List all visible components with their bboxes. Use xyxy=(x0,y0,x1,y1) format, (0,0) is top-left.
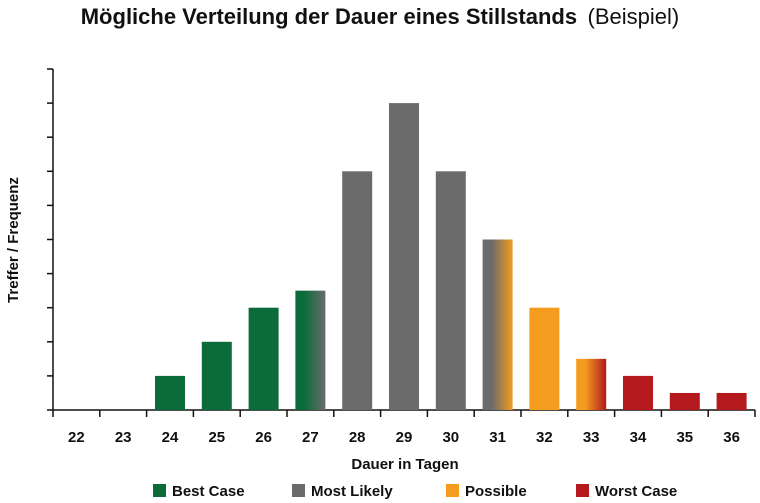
bar-31 xyxy=(482,239,513,410)
x-tick-label: 26 xyxy=(255,429,272,446)
bar-35 xyxy=(669,392,700,410)
bar-29 xyxy=(389,103,419,410)
x-tick-label: 32 xyxy=(536,429,553,446)
legend-label-worst: Worst Case xyxy=(595,483,677,500)
x-tick-label: 30 xyxy=(442,429,459,446)
chart-title-sub: (Beispiel) xyxy=(588,4,680,29)
x-tick-label: 29 xyxy=(396,429,413,446)
bar-26 xyxy=(248,307,279,410)
x-tick-label: 35 xyxy=(676,429,693,446)
x-tick-label: 25 xyxy=(208,429,225,446)
x-axis-label: Dauer in Tagen xyxy=(351,456,458,473)
legend-swatch-possible xyxy=(446,484,459,497)
x-tick-label: 24 xyxy=(162,429,179,446)
legend-item-possible: Possible xyxy=(446,483,527,500)
bar-24 xyxy=(155,375,185,410)
legend-swatch-likely xyxy=(292,484,305,497)
legend-item-worst: Worst Case xyxy=(576,483,677,500)
x-tick-label: 28 xyxy=(349,429,366,446)
x-tick-label: 31 xyxy=(489,429,506,446)
legend-swatch-worst xyxy=(576,484,589,497)
legend-label-possible: Possible xyxy=(465,483,527,500)
x-tick-label: 33 xyxy=(583,429,600,446)
x-tick-label: 23 xyxy=(115,429,132,446)
x-tick-label: 34 xyxy=(630,429,647,446)
legend-item-best: Best Case xyxy=(153,483,245,500)
bar-25 xyxy=(201,341,232,410)
bar-33 xyxy=(576,358,607,410)
bar-30 xyxy=(435,171,466,410)
y-axis-ticks xyxy=(47,68,53,411)
x-tick-label: 36 xyxy=(723,429,740,446)
legend-item-likely: Most Likely xyxy=(292,483,393,500)
chart-title-main: Mögliche Verteilung der Dauer eines Stil… xyxy=(81,4,577,29)
legend-label-likely: Most Likely xyxy=(311,483,393,500)
chart-title: Mögliche Verteilung der Dauer eines Stil… xyxy=(81,4,680,29)
legend-swatch-best xyxy=(153,484,166,497)
bar-28 xyxy=(342,171,373,410)
legend-label-best: Best Case xyxy=(172,483,245,500)
legend: Best Case Most Likely Possible Worst Case xyxy=(153,483,677,500)
x-tick-label: 27 xyxy=(302,429,319,446)
bar-34 xyxy=(623,375,653,410)
x-axis-ticks xyxy=(52,410,756,417)
bar-36 xyxy=(716,392,747,410)
x-tick-label: 22 xyxy=(68,429,85,446)
x-tick-labels: 22 23 24 25 26 27 28 29 30 31 32 33 34 35 36 xyxy=(68,429,740,446)
y-axis-label: Treffer / Frequenz xyxy=(5,177,22,303)
bar-27 xyxy=(295,290,326,410)
bars xyxy=(155,103,747,410)
bar-32 xyxy=(529,307,560,410)
